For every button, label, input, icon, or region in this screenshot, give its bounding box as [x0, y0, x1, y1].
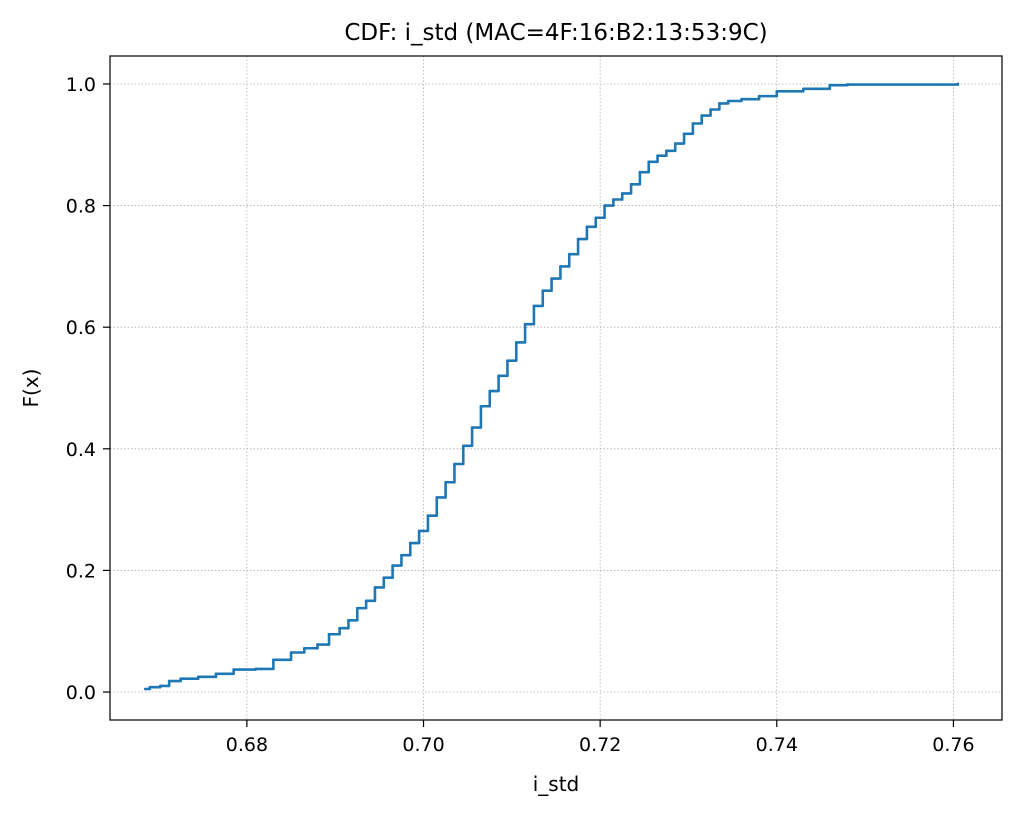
plot-area-frame [109, 55, 1003, 721]
cdf-point [453, 462, 456, 466]
cdf-point [612, 198, 615, 201]
cdf-point [740, 97, 743, 101]
cdf-point [289, 651, 293, 654]
cdf-point [254, 667, 258, 671]
cdf-point [167, 679, 171, 683]
cdf-point [470, 426, 474, 429]
y-axis-label: F(x) [19, 369, 43, 408]
cdf-point [576, 237, 580, 241]
cdf-point [417, 529, 421, 533]
cdf-point [347, 618, 350, 622]
cdf-point [214, 672, 218, 676]
cdf-line [144, 82, 960, 691]
cdf-point [232, 668, 235, 671]
x-tick-label: 0.72 [579, 734, 621, 756]
cdf-point [620, 192, 624, 195]
cdf-point [435, 496, 439, 499]
cdf-point [159, 684, 162, 688]
cdf-point [629, 183, 633, 186]
cdf-point [506, 359, 509, 362]
y-tick-label: 0.6 [66, 317, 96, 339]
cdf-point [656, 154, 659, 158]
cdf-point [647, 160, 651, 164]
cdf-point [488, 389, 492, 393]
cdf-point [148, 685, 152, 689]
cdf-point [775, 89, 779, 93]
cdf-point [364, 599, 368, 603]
x-tick-label: 0.76 [932, 734, 974, 756]
x-tick-label: 0.74 [756, 734, 798, 756]
cdf-point [567, 252, 571, 256]
cdf-point [585, 225, 589, 229]
cdf-point [532, 304, 536, 308]
cdf-point [391, 564, 394, 567]
cdf-point [400, 553, 403, 557]
cdf-point [665, 149, 668, 153]
series-layer [144, 82, 960, 691]
cdf-point [700, 114, 704, 117]
y-tick-label: 1.0 [66, 74, 96, 96]
cdf-point [559, 265, 562, 268]
cdf-point [179, 677, 182, 680]
cdf-point [144, 687, 147, 691]
cdf-point [497, 374, 500, 378]
tick-labels: 0.68 0.70 0.72 0.74 0.76 0.0 0.2 0.4 0.6 0.8 1.0 [66, 74, 975, 756]
y-tick-label: 0.4 [66, 439, 96, 461]
cdf-point [594, 216, 598, 220]
cdf-point [327, 632, 331, 636]
cdf-point [302, 646, 306, 650]
cdf-point [355, 606, 359, 610]
cdf-point [956, 82, 960, 86]
y-tick-label: 0.2 [66, 560, 96, 582]
x-tick-label: 0.70 [402, 734, 444, 756]
chart-title: CDF: i_std (MAC=4F:16:B2:13:53:9C) [344, 20, 767, 46]
cdf-point [444, 480, 447, 484]
cdf-point [603, 204, 606, 207]
cdf-point [408, 541, 412, 545]
cdf-point [272, 658, 275, 662]
cdf-point [426, 514, 430, 517]
cdf-point [316, 643, 319, 646]
cdf-point [726, 99, 730, 103]
cdf-point [541, 289, 545, 293]
cdf-point [382, 576, 386, 580]
cdf-point [757, 94, 761, 98]
grid-lines [110, 56, 1002, 720]
cdf-point [197, 675, 200, 679]
cdf-point [514, 341, 518, 344]
cdf-point [691, 122, 695, 125]
cdf-point [846, 83, 849, 86]
x-tick-label: 0.68 [226, 734, 268, 756]
tick-marks [103, 83, 955, 727]
cdf-point [550, 277, 553, 280]
cdf-point [828, 83, 832, 87]
cdf-point [338, 626, 341, 630]
x-axis-label: i_std [533, 772, 580, 796]
cdf-point [718, 102, 721, 105]
cdf-point [461, 444, 465, 448]
cdf-point [673, 142, 677, 145]
cdf-point [682, 132, 686, 136]
cdf-point [523, 322, 527, 326]
cdf-point [709, 108, 712, 111]
y-tick-label: 0.8 [66, 196, 96, 218]
cdf-point [638, 170, 642, 174]
y-tick-label: 0.0 [66, 682, 96, 704]
cdf-point [373, 586, 377, 589]
cdf-point [479, 404, 483, 408]
cdf-point [801, 87, 805, 91]
